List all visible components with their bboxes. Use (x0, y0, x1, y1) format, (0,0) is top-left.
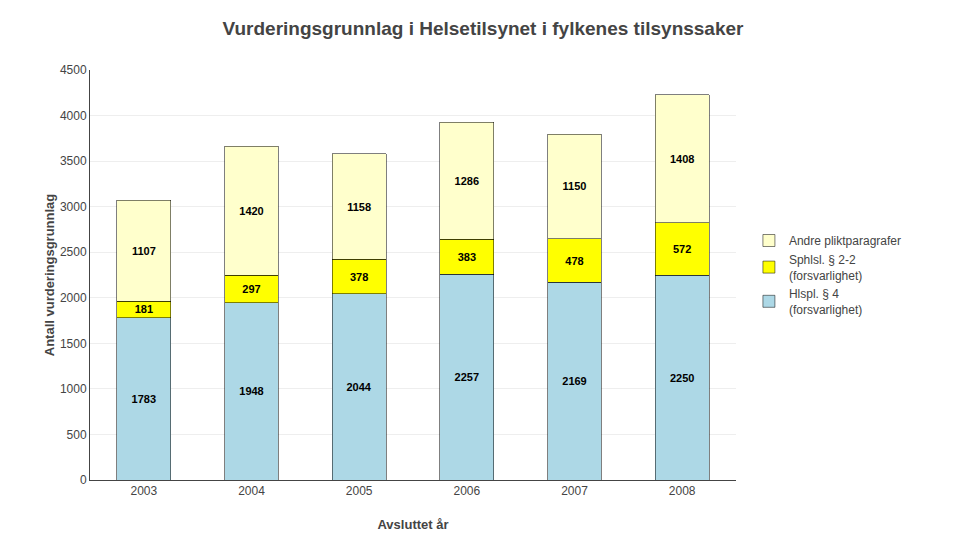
svg-text:Avsluttet år: Avsluttet år (377, 517, 448, 532)
svg-text:Antall vurderingsgrunnlag: Antall vurderingsgrunnlag (42, 194, 57, 357)
svg-text:3000: 3000 (60, 200, 87, 214)
svg-text:2003: 2003 (130, 484, 157, 498)
svg-text:500: 500 (67, 428, 87, 442)
svg-text:1783: 1783 (132, 393, 156, 405)
svg-text:2008: 2008 (669, 484, 696, 498)
svg-text:0: 0 (80, 473, 87, 487)
svg-text:1107: 1107 (132, 245, 156, 257)
svg-text:378: 378 (350, 271, 368, 283)
svg-text:1420: 1420 (239, 205, 263, 217)
svg-text:2250: 2250 (670, 372, 694, 384)
svg-text:1150: 1150 (563, 180, 587, 192)
svg-text:2006: 2006 (453, 484, 480, 498)
svg-text:1948: 1948 (239, 385, 263, 397)
svg-text:2005: 2005 (346, 484, 373, 498)
svg-text:4500: 4500 (60, 63, 87, 77)
svg-text:Andre pliktparagrafer: Andre pliktparagrafer (789, 234, 901, 248)
svg-text:Sphlsl. § 2-2(forsvarlighet): Sphlsl. § 2-2(forsvarlighet) (789, 253, 862, 283)
svg-text:2044: 2044 (346, 381, 371, 393)
svg-text:297: 297 (242, 283, 260, 295)
svg-text:Vurderingsgrunnlag i Helsetils: Vurderingsgrunnlag i Helsetilsynet i fyl… (223, 18, 745, 39)
svg-text:1500: 1500 (60, 337, 87, 351)
svg-text:3500: 3500 (60, 154, 87, 168)
svg-text:1408: 1408 (670, 153, 694, 165)
svg-text:181: 181 (135, 303, 153, 315)
svg-text:1286: 1286 (455, 175, 479, 187)
svg-text:1158: 1158 (347, 201, 371, 213)
svg-text:2500: 2500 (60, 245, 87, 259)
svg-text:2000: 2000 (60, 291, 87, 305)
svg-text:2169: 2169 (562, 375, 586, 387)
svg-text:2004: 2004 (238, 484, 265, 498)
svg-text:383: 383 (458, 251, 476, 263)
svg-text:2257: 2257 (455, 371, 479, 383)
svg-text:2007: 2007 (561, 484, 588, 498)
svg-text:4000: 4000 (60, 109, 87, 123)
svg-text:478: 478 (565, 255, 583, 267)
svg-text:572: 572 (673, 243, 691, 255)
svg-text:1000: 1000 (60, 382, 87, 396)
svg-text:Hlspl. § 4(forsvarlighet): Hlspl. § 4(forsvarlighet) (789, 287, 862, 317)
